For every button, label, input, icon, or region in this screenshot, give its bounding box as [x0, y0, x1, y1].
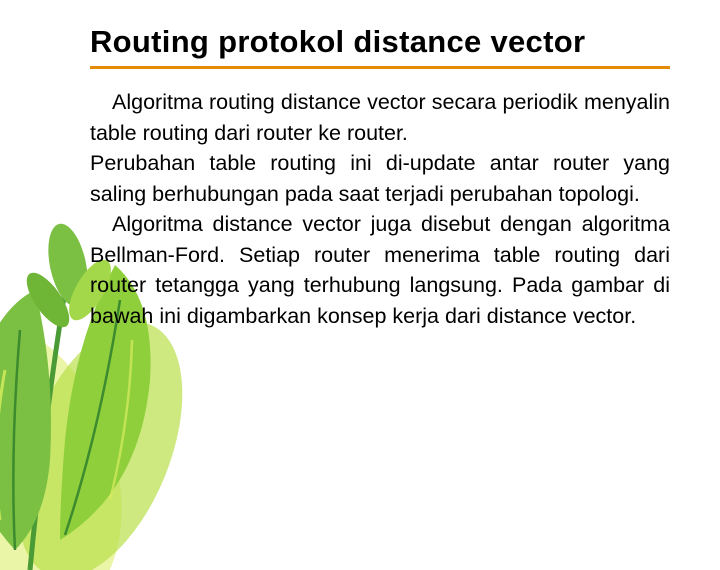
- paragraph-1: Algoritma routing distance vector secara…: [90, 87, 670, 148]
- slide-content: Routing protokol distance vector Algorit…: [0, 0, 720, 331]
- title-underline: [90, 66, 670, 69]
- body-text: Algoritma routing distance vector secara…: [90, 87, 670, 331]
- paragraph-3: Algoritma distance vector juga disebut d…: [90, 209, 670, 331]
- paragraph-2: Perubahan table routing ini di-update an…: [90, 148, 670, 209]
- slide-title: Routing protokol distance vector: [90, 24, 670, 60]
